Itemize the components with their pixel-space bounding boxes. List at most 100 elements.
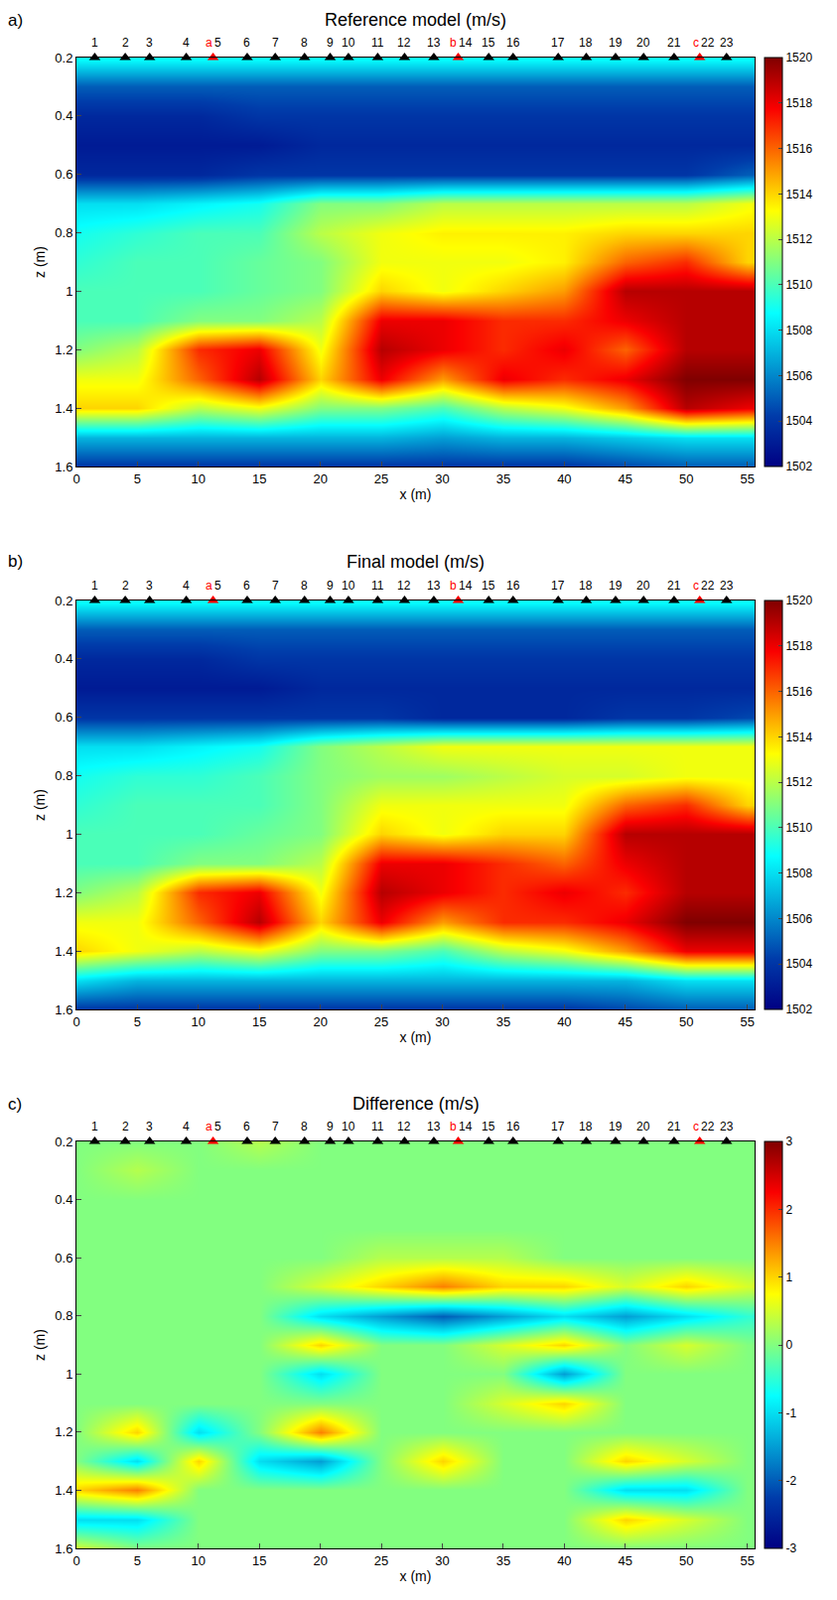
svg-text:0: 0 [72, 1014, 80, 1030]
svg-text:23: 23 [719, 578, 734, 593]
svg-text:13: 13 [426, 35, 441, 50]
svg-text:16: 16 [506, 578, 521, 593]
svg-text:1508: 1508 [785, 323, 813, 338]
svg-text:7: 7 [272, 35, 279, 50]
svg-text:0.2: 0.2 [54, 50, 73, 66]
svg-text:11: 11 [371, 578, 385, 593]
svg-text:1518: 1518 [785, 639, 813, 654]
svg-text:55: 55 [739, 1553, 754, 1569]
svg-text:-2: -2 [785, 1474, 797, 1489]
svg-text:55: 55 [739, 471, 754, 487]
svg-text:0: 0 [72, 1553, 80, 1569]
svg-text:0.8: 0.8 [54, 225, 73, 241]
svg-text:30: 30 [434, 1553, 449, 1569]
svg-text:55: 55 [739, 1014, 754, 1030]
svg-text:22: 22 [700, 1119, 715, 1134]
svg-text:1518: 1518 [785, 96, 813, 111]
svg-text:c: c [693, 578, 699, 593]
svg-text:4: 4 [182, 35, 190, 50]
svg-text:20: 20 [636, 578, 651, 593]
svg-text:1.6: 1.6 [54, 459, 73, 475]
svg-text:3: 3 [785, 1134, 793, 1149]
svg-text:5: 5 [214, 1119, 222, 1134]
svg-text:14: 14 [458, 578, 473, 593]
svg-text:5: 5 [214, 35, 222, 50]
svg-text:1: 1 [785, 1270, 793, 1285]
svg-text:1512: 1512 [785, 775, 813, 790]
svg-text:1.6: 1.6 [54, 1002, 73, 1018]
svg-text:40: 40 [557, 471, 571, 487]
svg-text:1512: 1512 [785, 232, 813, 247]
svg-text:40: 40 [557, 1553, 571, 1569]
svg-text:15: 15 [252, 1553, 267, 1569]
svg-text:0.8: 0.8 [54, 768, 73, 784]
svg-text:1: 1 [91, 578, 99, 593]
svg-text:13: 13 [426, 1119, 441, 1134]
svg-text:0.4: 0.4 [54, 1192, 73, 1208]
svg-text:15: 15 [252, 1014, 267, 1030]
svg-text:1514: 1514 [785, 187, 813, 202]
svg-text:z (m): z (m) [31, 789, 48, 822]
svg-text:22: 22 [700, 35, 715, 50]
svg-text:14: 14 [458, 35, 473, 50]
svg-text:1502: 1502 [785, 1002, 813, 1017]
svg-text:0: 0 [785, 1338, 793, 1353]
svg-text:35: 35 [496, 471, 511, 487]
svg-text:b): b) [7, 552, 23, 571]
svg-text:Final model (m/s): Final model (m/s) [346, 552, 485, 572]
svg-text:4: 4 [182, 1119, 190, 1134]
svg-text:5: 5 [134, 1014, 141, 1030]
svg-text:35: 35 [496, 1014, 511, 1030]
svg-text:0.4: 0.4 [54, 651, 73, 667]
svg-text:Difference (m/s): Difference (m/s) [352, 1094, 480, 1115]
svg-text:19: 19 [608, 35, 623, 50]
svg-text:5: 5 [134, 471, 141, 487]
svg-text:2: 2 [122, 35, 130, 50]
svg-text:9: 9 [326, 35, 334, 50]
svg-text:1502: 1502 [785, 459, 813, 474]
svg-text:1510: 1510 [785, 278, 813, 292]
svg-text:15: 15 [481, 1119, 496, 1134]
svg-text:45: 45 [618, 471, 633, 487]
svg-text:c): c) [7, 1095, 22, 1115]
svg-text:x (m): x (m) [400, 486, 432, 503]
svg-text:11: 11 [371, 1119, 385, 1134]
svg-text:15: 15 [252, 471, 267, 487]
svg-text:x (m): x (m) [400, 1029, 432, 1046]
svg-text:21: 21 [667, 578, 682, 593]
svg-text:50: 50 [679, 1014, 694, 1030]
svg-text:9: 9 [326, 1119, 334, 1134]
svg-text:x (m): x (m) [400, 1568, 432, 1585]
svg-text:40: 40 [557, 1014, 571, 1030]
svg-text:14: 14 [458, 1119, 473, 1134]
svg-text:6: 6 [243, 35, 251, 50]
svg-text:z (m): z (m) [31, 1329, 48, 1362]
svg-text:a: a [205, 578, 213, 593]
svg-text:3: 3 [145, 35, 153, 50]
svg-text:1: 1 [65, 283, 73, 299]
svg-text:1.4: 1.4 [54, 944, 73, 960]
svg-text:1.2: 1.2 [54, 885, 73, 901]
svg-text:50: 50 [679, 1553, 694, 1569]
svg-text:20: 20 [636, 1119, 651, 1134]
svg-text:1520: 1520 [785, 50, 813, 65]
svg-text:13: 13 [426, 578, 441, 593]
svg-text:8: 8 [300, 35, 308, 50]
svg-text:c: c [693, 1119, 699, 1134]
svg-text:30: 30 [434, 471, 449, 487]
svg-text:17: 17 [551, 35, 565, 50]
svg-text:7: 7 [272, 578, 279, 593]
svg-text:1504: 1504 [785, 957, 813, 972]
svg-text:23: 23 [719, 35, 734, 50]
svg-text:45: 45 [618, 1014, 633, 1030]
svg-text:0.2: 0.2 [54, 1134, 73, 1150]
svg-text:-1: -1 [785, 1406, 797, 1421]
svg-text:10: 10 [341, 35, 356, 50]
svg-text:0.2: 0.2 [54, 593, 73, 609]
svg-text:b: b [449, 578, 457, 593]
svg-text:10: 10 [191, 471, 206, 487]
svg-text:2: 2 [122, 1119, 130, 1134]
svg-text:1514: 1514 [785, 730, 813, 745]
svg-text:20: 20 [636, 35, 651, 50]
svg-text:1516: 1516 [785, 685, 813, 699]
